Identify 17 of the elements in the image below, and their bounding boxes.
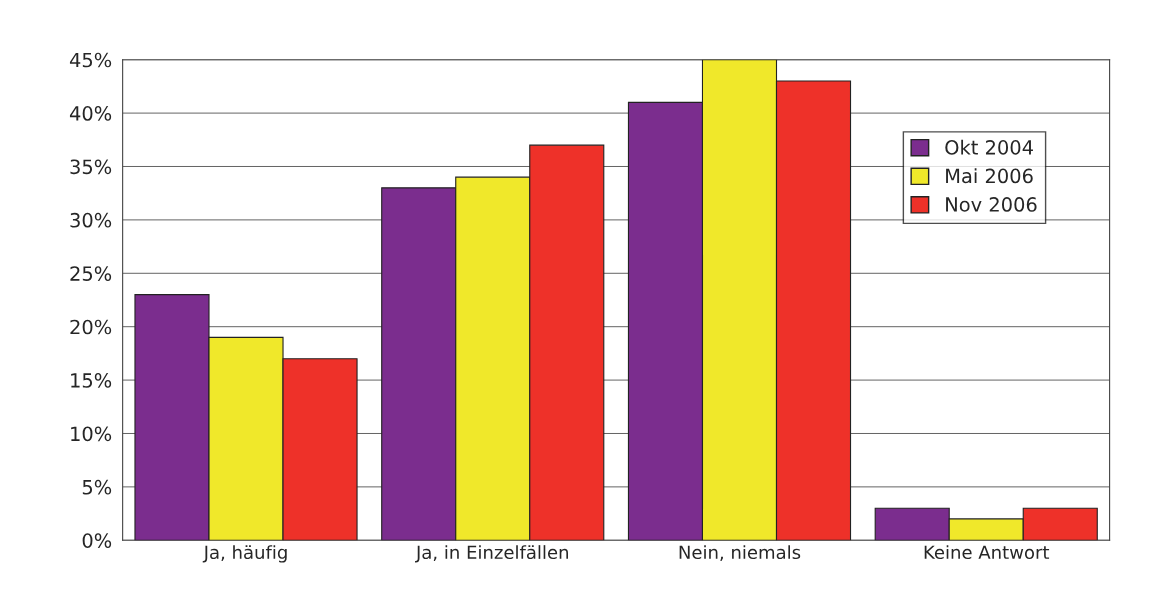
y-tick-label: 30% [70, 212, 112, 228]
legend-label: Mai 2006 [946, 168, 1033, 184]
legend-label: Nov 2006 [946, 197, 1037, 212]
y-tick-label: 10% [71, 426, 112, 442]
x-tick-label: Ja, in Einzelfällen [415, 545, 568, 563]
y-tick-label: 45% [69, 52, 112, 68]
x-tick-label: Nein, niemals [679, 545, 801, 561]
x-tick-label: Keine Antwort [924, 545, 1050, 560]
y-tick-label: 5% [82, 479, 112, 495]
legend-label: Okt 2004 [945, 139, 1033, 155]
y-tick-label: 35% [70, 159, 112, 175]
y-tick-label: 0% [82, 533, 112, 548]
y-tick-label: 25% [70, 266, 112, 281]
y-tick-label: 40% [69, 106, 112, 121]
y-tick-label: 15% [71, 373, 112, 388]
x-tick-label: Ja, häufig [202, 545, 287, 563]
y-tick-label: 20% [70, 319, 112, 335]
